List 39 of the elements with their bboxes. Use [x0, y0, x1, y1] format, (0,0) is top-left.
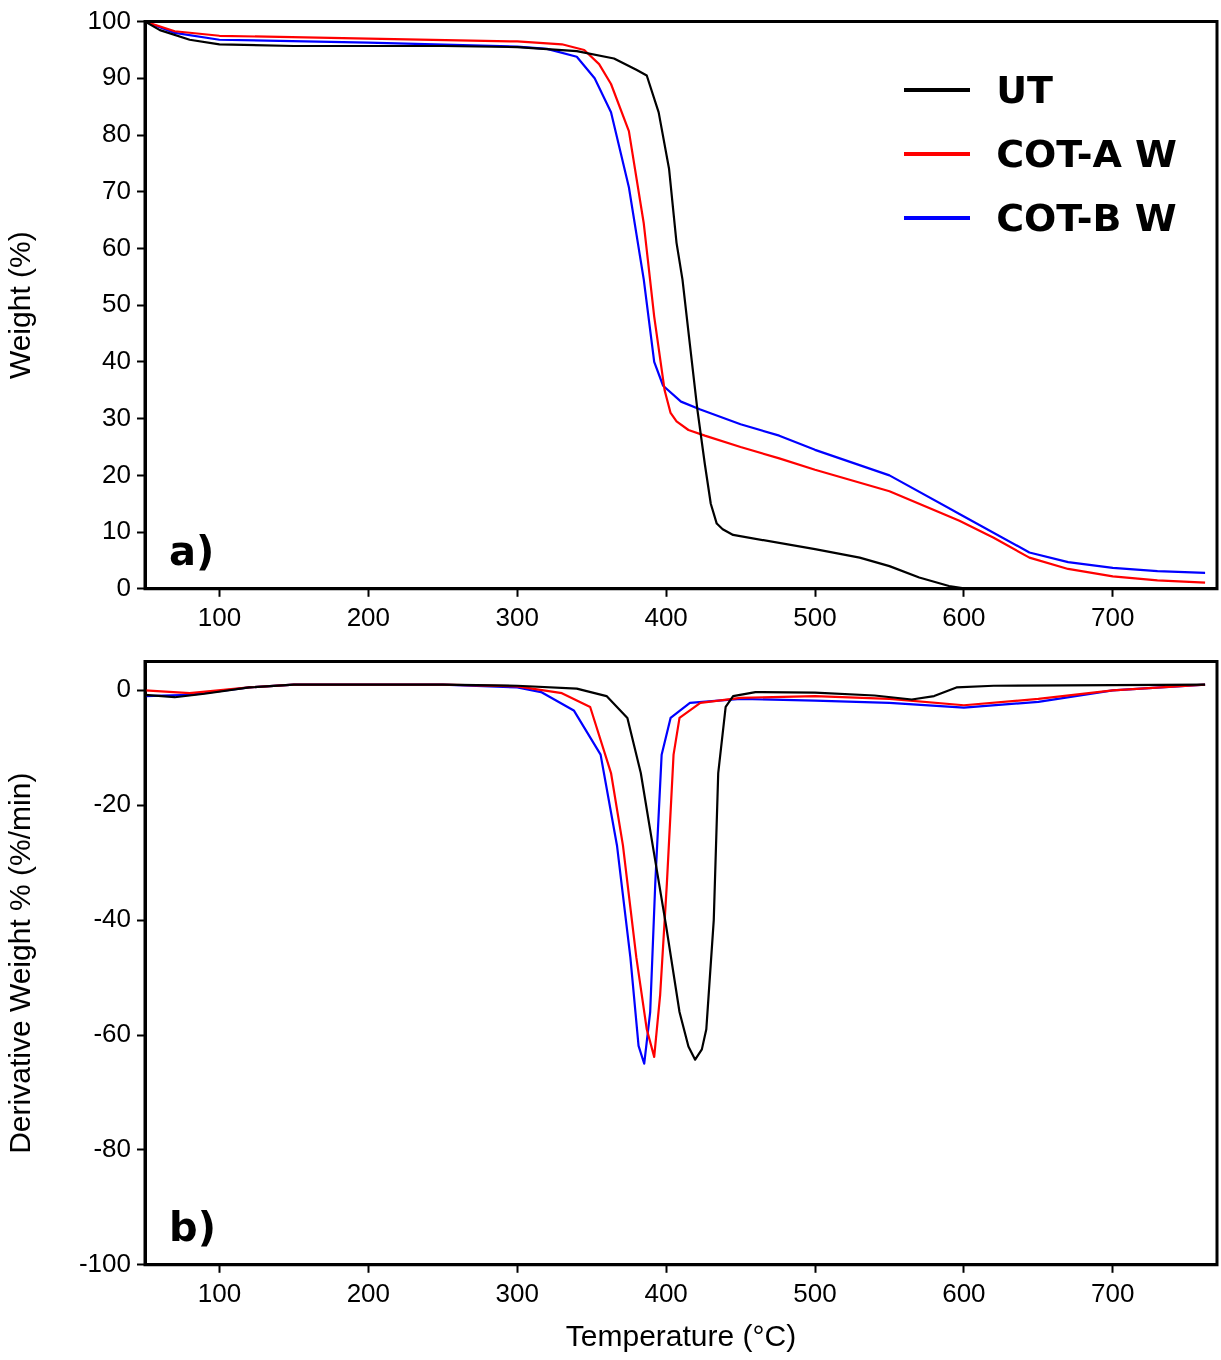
- x-tick-label: 600: [942, 1277, 986, 1308]
- y-tick-label: -80: [93, 1133, 131, 1164]
- y-tick-label: 20: [102, 458, 131, 489]
- legend-label: COT-A W: [996, 131, 1177, 176]
- x-axis-title: Temperature (°C): [565, 1319, 797, 1353]
- x-tick-label: 100: [197, 601, 242, 632]
- x-tick-label: 500: [793, 1277, 837, 1308]
- x-tick-label: 400: [644, 1277, 688, 1308]
- y-tick-label: 80: [102, 118, 131, 149]
- x-tick-label: 500: [793, 601, 837, 632]
- y-axis-title: Derivative Weight % (%/min): [3, 772, 37, 1154]
- y-tick-label: -100: [78, 1247, 131, 1278]
- x-tick-label: 100: [197, 1277, 242, 1308]
- x-tick-label: 400: [644, 601, 688, 632]
- x-tick-label: 300: [495, 601, 539, 632]
- x-tick-label: 600: [942, 601, 986, 632]
- legend-label: COT-B W: [996, 195, 1177, 240]
- x-tick-label: 200: [346, 1277, 391, 1308]
- y-tick-label: -40: [93, 903, 131, 934]
- x-tick-label: 300: [495, 1277, 539, 1308]
- y-tick-label: 100: [87, 4, 131, 35]
- y-tick-label: 30: [102, 401, 131, 432]
- y-tick-label: 70: [102, 174, 131, 205]
- y-tick-label: -60: [93, 1018, 131, 1049]
- x-tick-label: 200: [346, 601, 391, 632]
- annotation: a): [169, 528, 215, 575]
- y-tick-label: 40: [102, 345, 131, 376]
- x-tick-label: 700: [1091, 601, 1135, 632]
- y-axis-title: Weight (%): [3, 231, 37, 380]
- y-tick-label: 90: [102, 61, 131, 92]
- y-tick-label: 60: [102, 231, 131, 262]
- y-tick-label: 50: [102, 288, 131, 319]
- y-tick-label: -20: [93, 788, 131, 819]
- y-tick-label: 0: [116, 673, 131, 704]
- y-tick-label: 0: [116, 571, 131, 602]
- y-tick-label: 10: [102, 515, 131, 546]
- x-tick-label: 700: [1091, 1277, 1135, 1308]
- legend-label: UT: [996, 67, 1053, 112]
- annotation: b): [169, 1204, 216, 1251]
